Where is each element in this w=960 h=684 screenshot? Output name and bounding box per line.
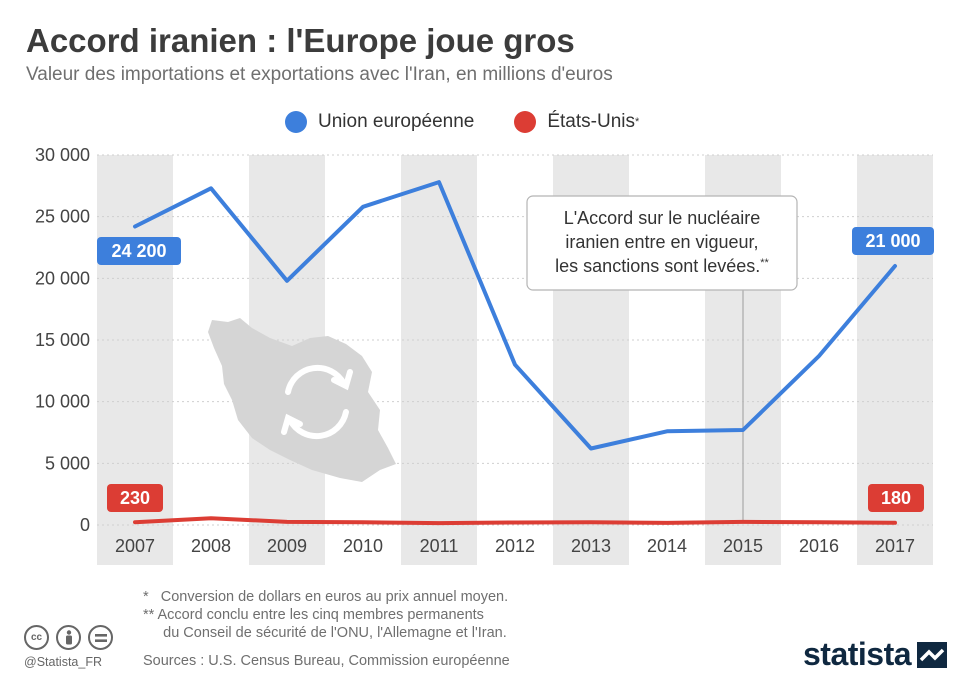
twitter-handle: @Statista_FR xyxy=(24,655,102,669)
legend-item-eu: Union européenne xyxy=(285,111,474,133)
chart-title: Accord iranien : l'Europe joue gros xyxy=(26,22,575,59)
series-line-us xyxy=(133,516,897,526)
annotation: L'Accord sur le nucléaire iranien entre e… xyxy=(526,195,798,520)
data-label-eu-2007: 24 200 xyxy=(111,241,166,261)
y-tick-label: 25 000 xyxy=(35,207,90,227)
series-line-eu xyxy=(133,180,897,451)
value-labels: 24 200 21 000 230 180 xyxy=(97,227,934,512)
x-tick-label: 2009 xyxy=(267,536,307,556)
data-label-us-2007-bg xyxy=(107,484,163,512)
x-axis-ticks: 2007 2008 2009 2010 2011 2012 2013 2014 2015 2016… xyxy=(115,536,915,556)
cc-icon: cc xyxy=(24,625,49,650)
legend-swatch-us xyxy=(514,111,537,133)
iran-map-icon xyxy=(208,318,396,482)
footnote-1: * Conversion de dollars en euros au prix… xyxy=(143,589,509,605)
x-tick-label: 2013 xyxy=(571,536,611,556)
x-tick-label: 2014 xyxy=(647,536,687,556)
footnote-3: du Conseil de sécurité de l'ONU, l'Allem… xyxy=(143,625,507,641)
x-tick-label: 2012 xyxy=(495,536,535,556)
legend-swatch-eu xyxy=(285,111,307,133)
x-tick-label: 2015 xyxy=(723,536,763,556)
data-label-us-2017-bg xyxy=(868,484,924,512)
sources: Sources : U.S. Census Bureau, Commission… xyxy=(143,653,510,669)
x-tick-label: 2008 xyxy=(191,536,231,556)
year-band xyxy=(401,155,477,565)
footnote-2: ** Accord conclu entre les cinq membres … xyxy=(143,607,484,623)
legend: Union européenne États-Unis * xyxy=(285,111,679,133)
legend-item-us: États-Unis * xyxy=(514,111,639,133)
chart-subtitle: Valeur des importations et exportations … xyxy=(26,64,613,85)
data-label-eu-2017: 21 000 xyxy=(865,231,920,251)
y-tick-label: 10 000 xyxy=(35,392,90,412)
statista-logo: statista xyxy=(803,636,948,673)
x-tick-label: 2017 xyxy=(875,536,915,556)
brand-name: statista xyxy=(803,636,912,672)
legend-label-us: États-Unis xyxy=(547,111,635,132)
x-tick-label: 2007 xyxy=(115,536,155,556)
annotation-box xyxy=(526,195,798,291)
annotation-text: les sanctions sont levées.** xyxy=(555,256,769,276)
y-axis-ticks: 30 000 25 000 20 000 15 000 10 000 5 000 0 xyxy=(35,145,90,535)
y-tick-label: 15 000 xyxy=(35,330,90,350)
y-tick-label: 0 xyxy=(80,515,90,535)
series-lines xyxy=(133,180,897,526)
annotation-text: iranien entre en vigueur, xyxy=(565,232,758,252)
legend-label-eu: Union européenne xyxy=(318,111,475,132)
nd-icon xyxy=(88,625,113,650)
legend-footnote-mark: * xyxy=(635,116,640,128)
annotation-text: L'Accord sur le nucléaire xyxy=(564,208,761,228)
data-label-eu-2017-bg xyxy=(852,227,934,255)
data-label-us-2017: 180 xyxy=(881,488,911,508)
statista-logo-icon xyxy=(917,641,948,668)
line-chart: 30 000 25 000 20 000 15 000 10 000 5 000 0 200… xyxy=(35,145,934,565)
x-tick-label: 2010 xyxy=(343,536,383,556)
license-icons: cc xyxy=(24,625,120,650)
data-label-us-2007: 230 xyxy=(120,488,150,508)
by-icon xyxy=(56,625,81,650)
refresh-icon xyxy=(281,364,353,440)
footnotes: * Conversion de dollars en euros au prix… xyxy=(143,588,508,642)
y-tick-label: 30 000 xyxy=(35,145,90,165)
x-tick-label: 2011 xyxy=(420,536,459,556)
y-tick-label: 20 000 xyxy=(35,268,90,288)
x-tick-label: 2016 xyxy=(799,536,839,556)
y-tick-label: 5 000 xyxy=(45,453,90,473)
data-label-eu-2007-bg xyxy=(97,237,181,265)
